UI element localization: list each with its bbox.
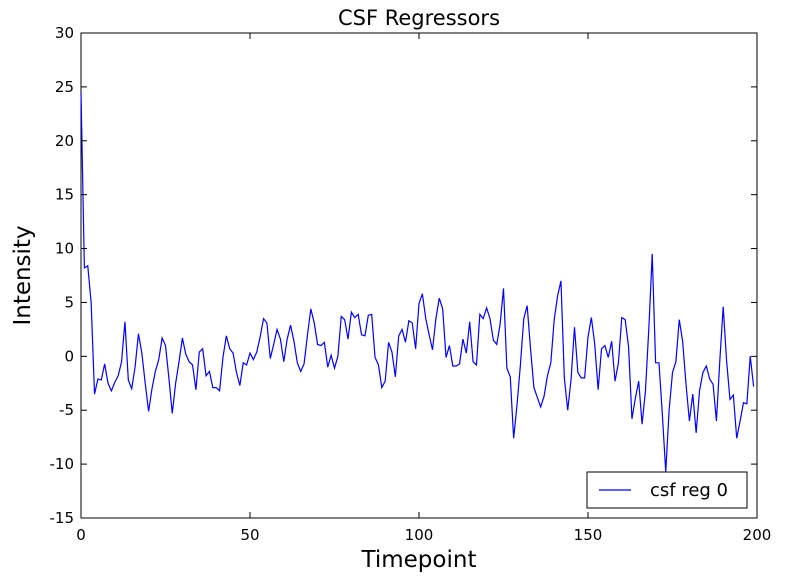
plot-area [80,32,758,519]
x-tick-label: 100 [405,526,434,544]
x-axis-label: Timepoint [361,547,477,573]
y-tick-label: 15 [55,186,74,204]
x-tick-label: 200 [743,526,772,544]
y-tick-label: -15 [50,509,75,527]
y-tick-label: 0 [64,347,74,365]
x-axis-ticks: 0 50 100 150 200 [76,33,771,544]
y-tick-label: 5 [64,293,74,311]
plot-frame [80,32,758,519]
y-tick-label: 20 [55,132,74,150]
legend-label-csf-reg-0: csf reg 0 [650,480,728,501]
x-tick-label: 0 [76,526,86,544]
series-line-csf-reg-0 [80,92,755,472]
legend: csf reg 0 [586,471,748,509]
y-axis-label: Intensity [10,225,36,325]
y-tick-label: 10 [55,240,74,258]
chart-title: CSF Regressors [338,6,500,30]
x-tick-label: 150 [574,526,603,544]
y-axis-ticks: -15 -10 -5 0 5 10 15 20 25 30 [50,24,757,527]
y-tick-label: 25 [55,78,74,96]
y-tick-label: 30 [55,24,74,42]
y-tick-label: -10 [50,455,75,473]
y-tick-label: -5 [59,401,74,419]
x-tick-label: 50 [240,526,259,544]
